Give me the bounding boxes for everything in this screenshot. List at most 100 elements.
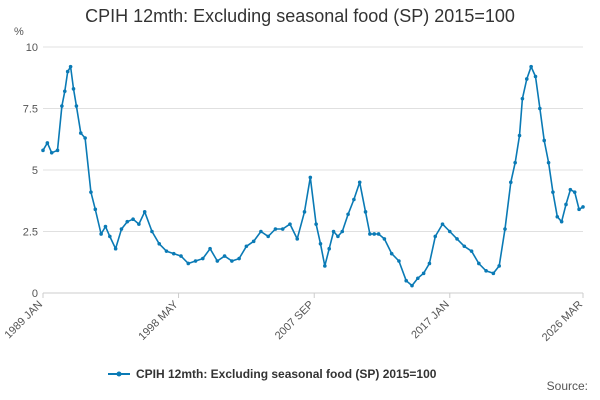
x-tick-label: 1989 JAN (2, 299, 45, 342)
data-point (41, 148, 45, 153)
grid-layer (43, 46, 583, 232)
data-point (49, 150, 54, 155)
data-point (280, 227, 285, 231)
data-point (74, 104, 79, 108)
y-tick-label: 2.5 (23, 227, 38, 239)
legend-label: CPIH 12mth: Excluding seasonal food (SP)… (136, 367, 437, 381)
x-tick-label: 2017 JAN (409, 299, 452, 342)
data-point (251, 239, 256, 244)
data-point (171, 251, 176, 256)
data-point (45, 141, 50, 145)
data-point (503, 227, 507, 231)
data-point (125, 219, 130, 224)
data-point (469, 249, 474, 253)
data-point (551, 190, 555, 194)
data-point (542, 138, 547, 143)
data-point (404, 278, 408, 283)
data-point (462, 244, 467, 249)
y-tick-label: 10 (26, 42, 38, 54)
data-point (389, 251, 394, 256)
data-point (538, 106, 542, 111)
data-point (416, 276, 420, 281)
data-point (119, 227, 124, 231)
chart-title: CPIH 12mth: Excluding seasonal food (SP)… (85, 6, 515, 26)
data-point (230, 259, 234, 263)
data-point (99, 232, 103, 236)
data-point (150, 229, 154, 234)
data-point (244, 244, 249, 249)
data-point (455, 237, 459, 241)
data-point (477, 261, 481, 266)
data-point (60, 104, 64, 108)
legend-marker (116, 371, 122, 377)
data-point (164, 249, 169, 253)
series-layer (41, 64, 585, 288)
data-point (520, 96, 525, 101)
y-tick-label: 7.5 (23, 104, 38, 116)
data-point (533, 74, 538, 79)
data-point (323, 264, 327, 268)
data-point (410, 283, 414, 288)
data-point (186, 261, 191, 266)
data-point (93, 207, 98, 212)
data-point (555, 214, 560, 219)
data-point (157, 242, 162, 246)
data-point (372, 232, 377, 236)
data-point (65, 69, 70, 74)
data-point (308, 175, 313, 180)
data-point (68, 64, 73, 69)
data-point (357, 180, 362, 185)
data-point (131, 217, 135, 221)
data-point (314, 222, 318, 226)
data-point (201, 256, 205, 261)
data-point (142, 210, 147, 214)
data-point (336, 234, 340, 239)
data-point (568, 187, 573, 192)
data-point (71, 87, 76, 91)
data-point (447, 229, 452, 234)
data-point (363, 210, 368, 214)
data-point (433, 234, 438, 239)
data-point (237, 256, 241, 261)
data-point (179, 254, 183, 258)
data-point (529, 64, 533, 69)
data-point (491, 271, 496, 276)
series-line (42, 65, 584, 287)
data-point (572, 190, 577, 194)
data-point (340, 229, 345, 234)
data-point (193, 259, 198, 263)
data-point (215, 259, 220, 263)
data-point (564, 202, 568, 207)
data-point (497, 264, 501, 268)
x-tick-label: 2007 SEP (273, 299, 317, 343)
data-point (524, 77, 529, 81)
x-tick-label: 2026 MAR (540, 299, 585, 344)
data-point (331, 229, 336, 234)
data-point (266, 234, 270, 239)
data-point (513, 160, 517, 165)
source-label: Source: (546, 379, 588, 393)
data-point (581, 205, 585, 209)
data-point (517, 133, 522, 138)
data-point (108, 234, 112, 239)
data-point (55, 148, 60, 153)
y-unit-label: % (14, 26, 24, 38)
data-point (302, 210, 307, 214)
data-point (103, 224, 108, 229)
y-tick-label: 5 (32, 165, 38, 177)
y-tick-label: 0 (32, 288, 38, 300)
data-point (62, 89, 67, 94)
data-point (440, 222, 445, 226)
data-point (295, 237, 300, 241)
legend: CPIH 12mth: Excluding seasonal food (SP)… (108, 367, 437, 381)
data-point (421, 271, 426, 276)
data-point (559, 219, 564, 224)
data-point (508, 180, 513, 185)
data-point (546, 160, 551, 165)
data-point (352, 197, 356, 202)
data-point (83, 136, 87, 140)
data-point (273, 227, 278, 231)
data-point (327, 246, 331, 251)
data-point (78, 131, 83, 135)
